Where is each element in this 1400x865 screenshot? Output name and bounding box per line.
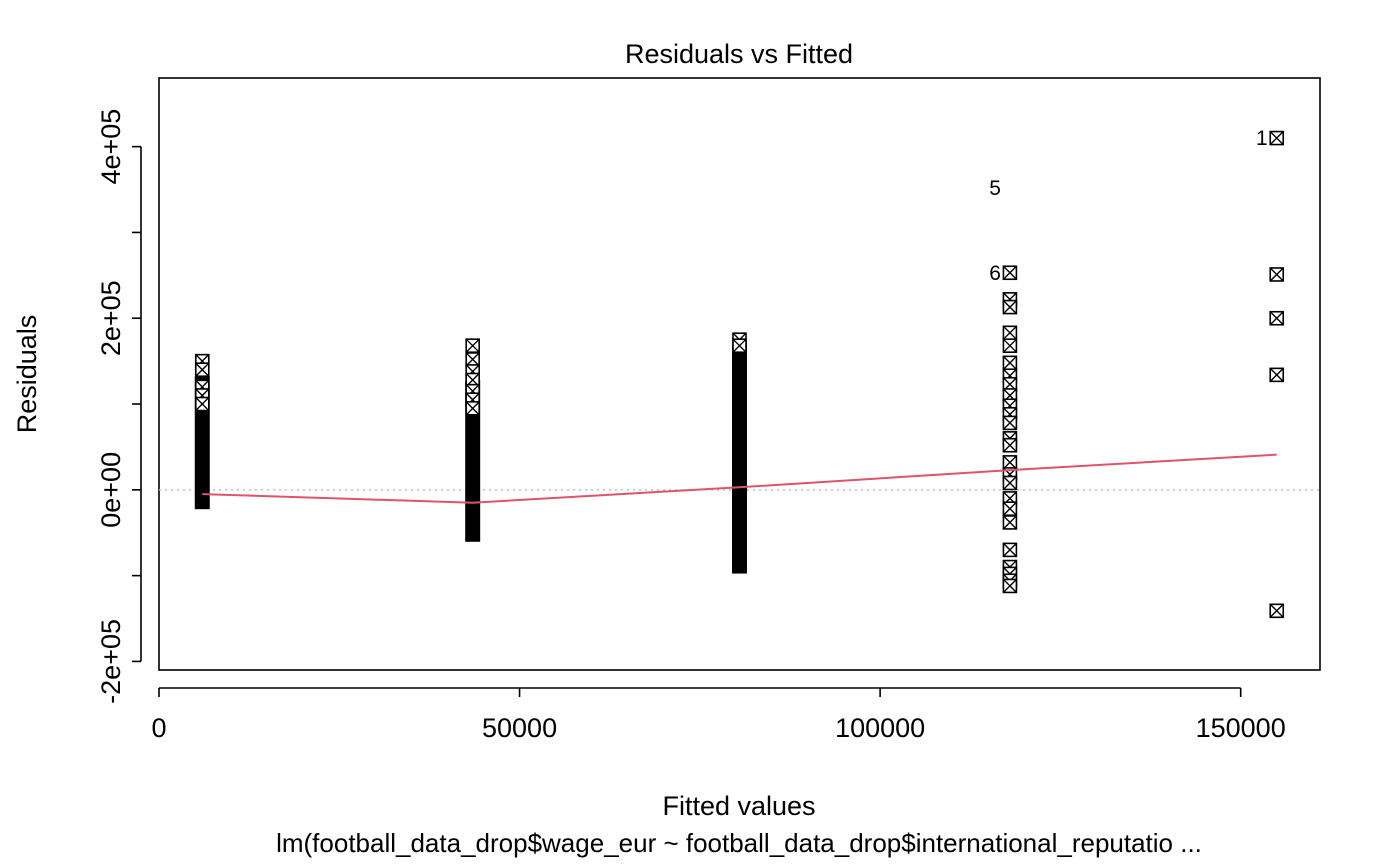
residual-point [1269,130,1285,146]
outlier-label: 5 [989,177,1001,200]
point-cross [1002,515,1017,530]
point-cross [1002,475,1017,490]
point-cross [465,401,480,416]
point-cross [732,338,747,353]
plot-frame [158,77,1321,671]
residual-point [1269,603,1285,619]
point-cross [1002,438,1017,453]
x-tick-label: 100000 [835,713,925,743]
residual-point [1002,542,1018,558]
residual-point [1002,515,1018,530]
point-cross [1002,455,1017,470]
residual-point [1002,475,1018,491]
dense-point-cluster [732,346,747,574]
chart-title: Residuals vs Fitted [625,39,853,69]
y-tick-label: 2e+05 [96,280,126,356]
residual-point [1002,265,1018,281]
residual-point [1269,367,1285,383]
point-cross [1002,300,1017,315]
smooth-line [202,453,1277,504]
y-tick-label: -2e+05 [96,619,126,704]
point-cross [1002,325,1017,340]
residual-point [1002,415,1018,431]
y-axis-label: Residuals [12,315,42,434]
x-tick-label: 50000 [482,713,557,743]
residual-point [194,396,210,412]
point-cross [1002,355,1017,370]
point-cross [1002,265,1017,280]
outlier-label: 1 [1256,127,1268,150]
x-tick-label: 0 [151,713,166,743]
smooth-line-layer [202,453,1277,504]
point-cross [1269,311,1284,326]
residual-point [465,401,480,416]
residual-point [1002,501,1018,517]
point-cross [1269,131,1284,146]
outlier-labels: 1 5 6 [989,127,1268,285]
outlier-label: 6 [989,262,1001,285]
dense-point-cluster [465,380,481,542]
point-cross [465,352,480,367]
point-cross [1002,501,1017,516]
x-axis-label: Fitted values [662,791,815,821]
y-axis: -2e+05 0e+00 2e+05 4e+05 [96,109,142,704]
y-tick-label: 4e+05 [96,109,126,185]
point-cross [465,338,480,353]
point-cross [1002,542,1017,557]
x-tick-label: 150000 [1196,713,1286,743]
point-cross [1002,338,1017,353]
residual-point [465,352,480,367]
residual-point [1002,325,1018,341]
point-cross [1002,578,1017,593]
residual-point [1269,310,1285,326]
point-cross [1269,603,1284,618]
x-axis: 0 50000 100000 150000 [151,687,1286,743]
residual-point [1002,578,1018,594]
y-tick-label: 0e+00 [96,452,126,528]
point-cross [1269,367,1284,382]
residual-point [732,338,747,353]
point-cross [195,362,210,377]
residual-point [465,338,480,353]
residual-point [1002,455,1018,470]
residual-point [1002,437,1018,453]
point-cross [1269,267,1284,282]
residual-point [1002,355,1018,371]
residual-point [1002,299,1018,315]
model-formula-subtitle: lm(football_data_drop$wage_eur ~ footbal… [276,828,1202,858]
point-cross [195,397,210,412]
residual-point [194,362,210,378]
point-cross [1002,415,1017,430]
residual-point [1269,267,1285,282]
residual-point [1002,338,1018,353]
residual-points [194,130,1285,619]
